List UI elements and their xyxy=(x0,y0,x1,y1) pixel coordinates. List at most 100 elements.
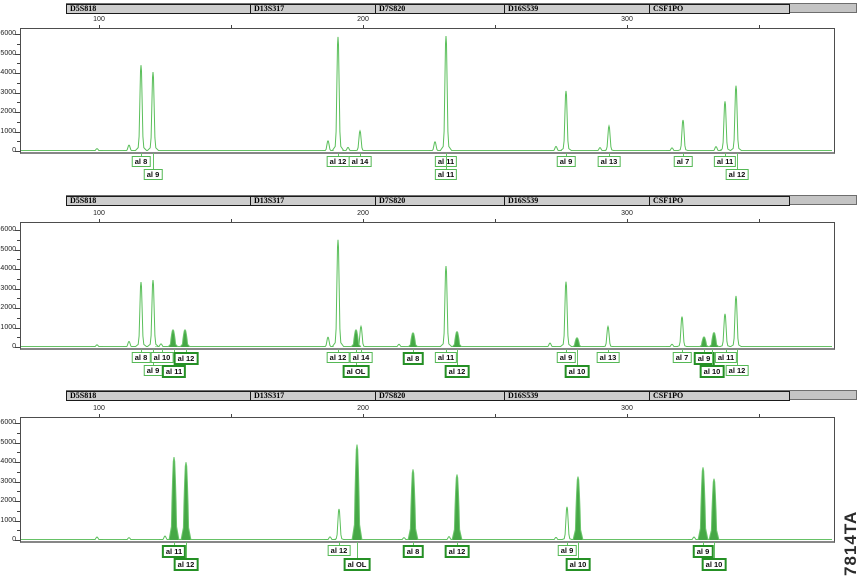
y-axis-major-tick xyxy=(15,327,20,329)
y-axis-tick-label: 1000 xyxy=(0,516,16,524)
allele-label[interactable]: al 10 xyxy=(150,352,174,363)
allele-label[interactable]: al 12 xyxy=(326,352,350,363)
allele-label[interactable]: al 12 xyxy=(725,169,749,180)
y-axis-major-tick xyxy=(15,112,20,113)
allele-label[interactable]: al 12 xyxy=(326,156,350,167)
y-axis-tick-label: 4000 xyxy=(0,265,16,272)
y-axis-minor-tick xyxy=(17,432,20,434)
allele-label-leader xyxy=(338,349,339,353)
allele-label[interactable]: al 11 xyxy=(713,156,737,167)
allele-label[interactable]: al 9 xyxy=(556,156,576,167)
y-axis-major-tick xyxy=(15,540,20,541)
y-axis-tick-label: 5000 xyxy=(0,49,16,57)
locus-header-bar: D5S818 D13S317 D7S820 D16S539 CSF1PO xyxy=(66,3,857,14)
locus-header-D5S818: D5S818 xyxy=(66,196,254,206)
allele-label[interactable]: al 12 xyxy=(725,365,749,376)
plot-area-sample-2[interactable] xyxy=(20,222,835,350)
y-axis-major-tick xyxy=(15,230,20,231)
allele-label[interactable]: al 9 xyxy=(557,545,577,556)
allele-label[interactable]: al 10 xyxy=(699,365,725,378)
allele-label[interactable]: al 12 xyxy=(173,558,199,571)
allele-label-leader xyxy=(186,542,187,559)
allele-label[interactable]: al 9 xyxy=(143,365,163,376)
allele-label[interactable]: al 7 xyxy=(672,352,692,363)
allele-label[interactable]: al 11 xyxy=(161,365,187,378)
y-axis-major-tick xyxy=(15,131,20,133)
allele-label-leader xyxy=(338,153,339,157)
y-axis-minor-tick xyxy=(17,298,20,300)
plot-area-sample-1[interactable] xyxy=(20,28,835,154)
allele-label-leader xyxy=(704,349,705,353)
allele-label[interactable]: al 12 xyxy=(444,545,470,558)
y-axis-tick-label: 5000 xyxy=(0,245,16,253)
y-axis-major-tick xyxy=(15,481,20,483)
y-axis-minor-tick xyxy=(17,63,20,65)
y-axis-major-tick xyxy=(15,501,20,502)
y-axis-minor-tick xyxy=(17,239,20,241)
y-axis-tick-label: 1000 xyxy=(0,323,16,331)
allele-label[interactable]: al 11 xyxy=(434,352,458,363)
allele-label-leader xyxy=(141,153,142,157)
x-axis-minor-tick xyxy=(495,219,496,224)
allele-label[interactable]: al 14 xyxy=(348,156,372,167)
allele-label[interactable]: al 10 xyxy=(565,558,591,571)
allele-label[interactable]: al 12 xyxy=(173,352,199,365)
x-axis-minor-tick xyxy=(231,25,232,30)
x-axis-minor-tick xyxy=(231,414,232,419)
x-axis-tick-label: 300 xyxy=(621,405,633,412)
locus-header-D16S539: D16S539 xyxy=(504,4,653,14)
y-axis-major-tick xyxy=(15,347,20,348)
allele-label-leader xyxy=(712,349,713,366)
allele-label[interactable]: al 9 xyxy=(692,545,714,558)
allele-label[interactable]: al 8 xyxy=(402,352,424,365)
trace-sample-2[interactable] xyxy=(21,223,832,347)
y-axis-major-tick xyxy=(15,462,20,463)
allele-label-leader xyxy=(174,542,175,546)
allele-label[interactable]: al 11 xyxy=(161,545,187,558)
allele-label-leader xyxy=(703,542,704,546)
x-axis-minor-tick xyxy=(759,219,760,224)
y-axis-tick-label: 3000 xyxy=(0,88,16,96)
locus-header-D13S317: D13S317 xyxy=(250,196,379,206)
allele-label-leader xyxy=(457,542,458,546)
allele-label[interactable]: al 9 xyxy=(143,169,163,180)
y-axis-minor-tick xyxy=(17,43,20,45)
locus-header-D13S317: D13S317 xyxy=(250,391,379,401)
allele-label[interactable]: al 9 xyxy=(693,352,715,365)
allele-label[interactable]: al 13 xyxy=(597,156,621,167)
allele-label[interactable]: al 12 xyxy=(444,365,470,378)
allele-label-leader xyxy=(566,349,567,353)
y-axis-minor-tick xyxy=(17,471,20,473)
allele-label-leader xyxy=(446,349,447,353)
allele-label[interactable]: al 12 xyxy=(327,545,351,556)
open-allele-peaks xyxy=(90,239,743,347)
y-axis-major-tick xyxy=(15,423,20,424)
y-axis-minor-tick xyxy=(17,82,20,84)
allele-label[interactable]: al 13 xyxy=(596,352,620,363)
allele-label-leader xyxy=(162,349,163,353)
trace-sample-1[interactable] xyxy=(21,29,832,151)
allele-label[interactable]: al 11 xyxy=(714,352,738,363)
allele-label-leader xyxy=(609,153,610,157)
y-axis-major-tick xyxy=(15,269,20,270)
allele-label[interactable]: al 8 xyxy=(402,545,424,558)
trace-sample-3[interactable] xyxy=(21,418,832,540)
allele-label[interactable]: al 10 xyxy=(564,365,590,378)
locus-header-CSF1PO: CSF1PO xyxy=(649,391,790,401)
allele-label[interactable]: al 9 xyxy=(556,352,576,363)
allele-label[interactable]: al OL xyxy=(342,365,370,378)
allele-label[interactable]: al 7 xyxy=(673,156,693,167)
allele-label[interactable]: al 11 xyxy=(434,169,458,180)
plot-area-sample-3[interactable] xyxy=(20,417,835,543)
allele-label-leader xyxy=(457,349,458,366)
locus-header-D7S820: D7S820 xyxy=(375,4,508,14)
y-axis-minor-tick xyxy=(17,317,20,319)
allele-label[interactable]: al 10 xyxy=(701,558,727,571)
allele-label[interactable]: al 14 xyxy=(349,352,373,363)
y-axis-major-tick xyxy=(15,151,20,152)
y-axis-minor-tick xyxy=(17,491,20,493)
allele-label[interactable]: al OL xyxy=(343,558,371,571)
y-axis-tick-label: 6000 xyxy=(0,30,16,37)
allele-label[interactable]: al 8 xyxy=(131,352,151,363)
allele-label[interactable]: al 8 xyxy=(131,156,151,167)
